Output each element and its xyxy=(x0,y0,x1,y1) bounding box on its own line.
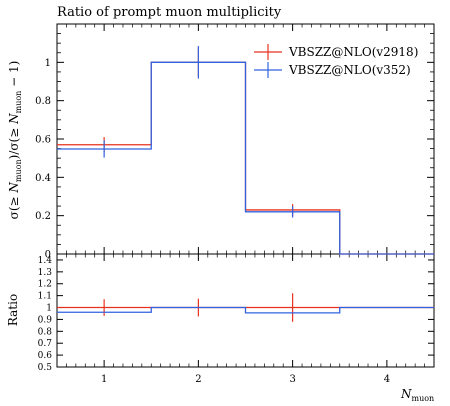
x-tick-label: 2 xyxy=(195,374,201,385)
ratio-y-tick-label: 1.2 xyxy=(38,280,52,290)
ratio-y-tick-label: 1 xyxy=(46,304,52,314)
y-tick-label: 0 xyxy=(45,250,51,261)
ratio-y-tick-label: 0.8 xyxy=(38,327,53,337)
x-axis-label: Nmuon xyxy=(400,387,434,403)
main-series-group xyxy=(57,46,434,255)
y-tick-label: 0.8 xyxy=(35,96,51,107)
y-tick-label: 1 xyxy=(45,58,51,69)
ratio-y-axis-label: Ratio xyxy=(6,294,20,326)
y-tick-label: 0.2 xyxy=(35,211,51,222)
x-tick-label: 4 xyxy=(384,374,390,385)
y-axis-label: σ(≥ Nmuon)/σ(≥ Nmuon − 1) xyxy=(7,61,23,220)
ratio-y-tick-label: 1.3 xyxy=(38,268,53,278)
legend-label-v2918: VBSZZ@NLO(v2918) xyxy=(288,45,418,59)
x-tick-label: 3 xyxy=(289,374,295,385)
x-axis-ticks: 1 2 3 4 xyxy=(66,24,425,385)
ratio-series-group xyxy=(57,293,434,322)
main-y-axis-ticks: 0 0.2 0.4 0.6 0.8 1 xyxy=(35,33,434,261)
ratio-y-tick-label: 1.1 xyxy=(38,292,52,302)
ratio-y-tick-label: 0.9 xyxy=(38,315,53,325)
ratio-y-tick-label: 0.6 xyxy=(38,351,53,361)
series-line-v352 xyxy=(57,61,434,255)
y-tick-label: 0.4 xyxy=(35,173,51,184)
ratio-y-tick-label: 0.7 xyxy=(38,339,53,349)
ratio-y-axis-ticks: 0.5 0.6 0.7 0.8 0.91 1.1 1.2 1.3 1.4 xyxy=(38,256,434,373)
ratio-y-tick-label: 0.5 xyxy=(38,363,53,373)
chart-title: Ratio of prompt muon multiplicity xyxy=(57,5,282,20)
legend: VBSZZ@NLO(v2918) VBSZZ@NLO(v352) xyxy=(254,44,418,78)
x-tick-label: 1 xyxy=(101,374,107,385)
y-tick-label: 0.6 xyxy=(35,135,51,146)
legend-label-v352: VBSZZ@NLO(v352) xyxy=(288,63,411,77)
ratio-y-tick-label: 1.4 xyxy=(38,256,53,266)
ratio-line-v352 xyxy=(57,306,434,314)
